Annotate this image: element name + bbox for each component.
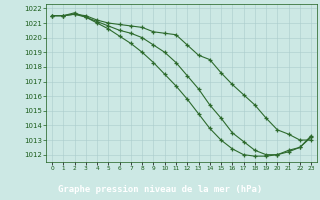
Text: Graphe pression niveau de la mer (hPa): Graphe pression niveau de la mer (hPa) xyxy=(58,185,262,194)
